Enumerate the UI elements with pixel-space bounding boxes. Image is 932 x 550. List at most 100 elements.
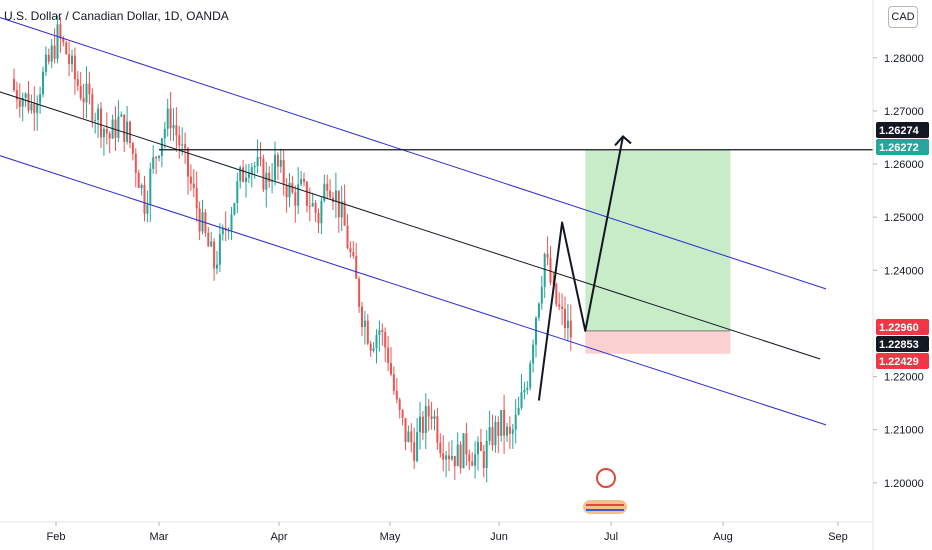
candle — [561, 293, 564, 326]
candle — [146, 190, 149, 223]
price-tick-label: 1.21000 — [884, 425, 924, 437]
price-tag — [876, 319, 929, 335]
candle — [497, 416, 500, 454]
projection-arrowhead — [614, 135, 632, 147]
candle — [21, 92, 24, 122]
candle — [47, 48, 50, 65]
candle — [163, 121, 166, 149]
candle — [245, 164, 247, 198]
candle — [274, 141, 276, 186]
candle — [297, 167, 300, 214]
candle — [213, 238, 216, 281]
candle — [221, 224, 224, 241]
candle — [62, 36, 65, 47]
candle — [82, 83, 85, 119]
candle — [485, 430, 488, 483]
candle — [448, 441, 450, 472]
candle — [334, 172, 337, 219]
candle — [117, 100, 120, 143]
price-tag-label: 1.22853 — [879, 339, 919, 351]
candle — [218, 223, 221, 273]
candle — [450, 440, 453, 461]
candle — [158, 154, 160, 162]
candle — [294, 185, 297, 223]
candle — [169, 91, 172, 141]
candle — [343, 184, 346, 226]
candle — [337, 190, 340, 233]
candle — [102, 127, 105, 156]
candle — [33, 86, 36, 131]
candle — [390, 347, 392, 377]
time-tick-label: Sep — [828, 531, 848, 543]
candle — [24, 92, 27, 108]
plot-area[interactable] — [0, 13, 873, 483]
candle — [50, 39, 53, 69]
candle — [549, 245, 552, 286]
price-tag — [876, 139, 929, 155]
candle — [427, 398, 430, 432]
candle — [137, 169, 140, 189]
candle — [445, 450, 448, 478]
candle — [471, 452, 474, 467]
price-tag-label: 1.26272 — [879, 142, 919, 154]
time-tick-label: Jul — [604, 531, 618, 543]
candle — [532, 339, 535, 373]
candle — [520, 373, 523, 410]
time-axis[interactable]: Feb Mar Apr May Jun Jul Aug Sep — [0, 521, 873, 543]
candle — [410, 423, 413, 453]
currency-badge[interactable]: CAD — [888, 6, 918, 28]
candle — [201, 199, 204, 235]
candle — [195, 171, 198, 222]
channel-mid-line — [0, 91, 821, 360]
candle — [363, 310, 366, 345]
candle — [535, 315, 537, 358]
candle — [462, 433, 465, 469]
channel-lower-line — [0, 155, 827, 426]
candle — [453, 455, 456, 481]
candle — [68, 41, 71, 77]
candle — [152, 145, 155, 174]
candle — [134, 148, 137, 188]
price-tick-label: 1.27000 — [884, 106, 924, 118]
candle — [537, 302, 540, 321]
candle — [97, 103, 100, 138]
price-axis[interactable]: 1.28000 1.27000 1.26000 1.25000 1.24000 1.220… — [872, 0, 924, 550]
candle — [465, 422, 468, 466]
candle — [494, 415, 497, 453]
candle — [375, 329, 378, 364]
candle — [511, 424, 514, 449]
candle — [340, 185, 343, 232]
logo-ring-icon — [596, 468, 616, 488]
candle — [44, 46, 47, 77]
candle — [210, 231, 213, 248]
stop-zone — [585, 330, 731, 354]
candle — [160, 137, 163, 168]
candle — [71, 49, 73, 73]
candle — [361, 301, 363, 337]
candle — [143, 176, 146, 222]
candle — [508, 416, 511, 449]
time-tick-label: Feb — [47, 531, 66, 543]
candle — [436, 407, 439, 450]
candle — [279, 148, 282, 173]
candle — [300, 170, 303, 186]
candle — [262, 154, 265, 193]
candle — [369, 340, 372, 357]
tradingview-watermark-logo — [583, 468, 627, 514]
candle — [79, 72, 82, 101]
price-tick-label: 1.20000 — [884, 478, 924, 490]
candle — [256, 139, 259, 174]
candle — [500, 409, 503, 442]
logo-flag-icon — [583, 500, 627, 514]
candle — [155, 155, 158, 175]
target-zone — [585, 149, 731, 331]
candle — [236, 172, 239, 214]
candle — [346, 214, 349, 250]
candle — [421, 410, 424, 441]
candle — [288, 173, 291, 208]
candle — [349, 241, 352, 258]
candle — [73, 47, 76, 95]
price-tick-label: 1.22000 — [884, 372, 924, 384]
candle — [36, 95, 39, 131]
